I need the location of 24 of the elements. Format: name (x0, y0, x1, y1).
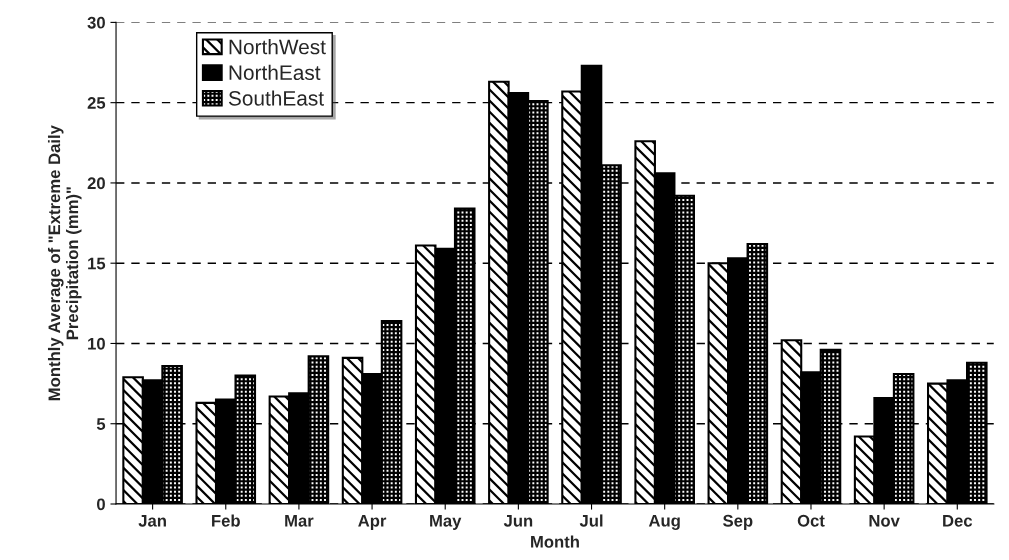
y-tick-label: 0 (97, 498, 105, 511)
y-tick-label: 5 (96, 418, 106, 430)
x-tick-label: Nov (869, 515, 900, 527)
y-tick-label: 25 (87, 97, 106, 109)
x-tick-label: Oct (797, 514, 825, 527)
x-tick-label: Aug (648, 514, 680, 530)
x-tick-label: Mar (285, 515, 314, 527)
x-tick-label: Feb (212, 514, 240, 527)
x-tick-label: Jun (503, 515, 533, 527)
y-tick-label: 20 (87, 177, 105, 190)
y-tick-label: 30 (87, 16, 105, 29)
x-axis-title: Month (531, 535, 579, 548)
x-tick-label: Jan (138, 515, 166, 527)
y-tick-label: 15 (88, 257, 106, 270)
legend-label: NorthEast (229, 64, 321, 81)
x-tick-label: Apr (358, 515, 387, 530)
y-axis-title: Monthly Average of "Extreme Daily Precipitation (mm)" (47, 125, 82, 401)
legend-label: SouthEast (228, 90, 324, 106)
x-tick-label: May (430, 515, 462, 530)
x-tick-label: Sep (723, 514, 753, 530)
x-tick-label: Jul (579, 514, 603, 527)
x-tick-label: Dec (943, 515, 973, 527)
y-tick-label: 10 (88, 337, 105, 350)
legend-label: NorthWest (229, 39, 326, 55)
